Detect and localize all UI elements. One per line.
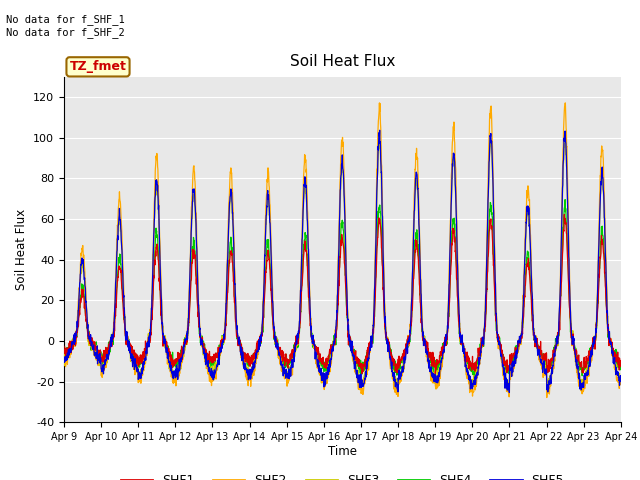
Text: No data for f_SHF_1
No data for f_SHF_2: No data for f_SHF_1 No data for f_SHF_2 <box>6 14 125 38</box>
X-axis label: Time: Time <box>328 445 357 458</box>
Y-axis label: Soil Heat Flux: Soil Heat Flux <box>15 209 28 290</box>
Text: TZ_fmet: TZ_fmet <box>70 60 127 73</box>
Title: Soil Heat Flux: Soil Heat Flux <box>290 54 395 69</box>
Legend: SHF1, SHF2, SHF3, SHF4, SHF5: SHF1, SHF2, SHF3, SHF4, SHF5 <box>116 469 569 480</box>
